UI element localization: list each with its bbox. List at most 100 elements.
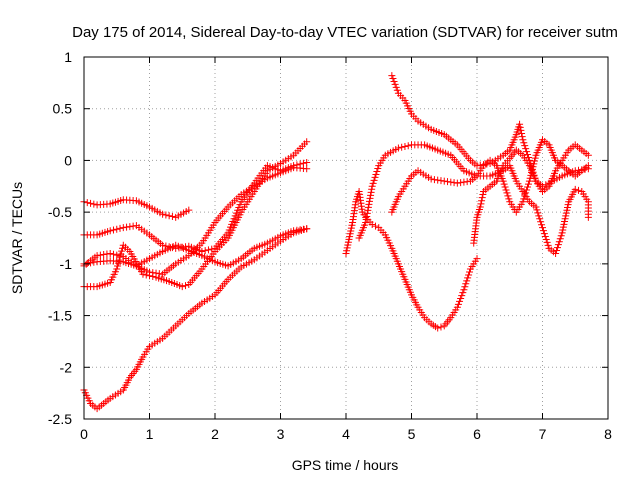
data-point-marker <box>182 282 190 290</box>
data-point-marker <box>477 200 485 208</box>
data-point-marker <box>460 286 468 294</box>
data-markers <box>80 72 592 413</box>
data-point-marker <box>371 173 379 181</box>
data-point-marker <box>462 280 470 288</box>
data-point-marker <box>434 176 442 184</box>
y-tick-label: 0 <box>64 152 72 168</box>
data-point-marker <box>178 283 186 291</box>
data-point-marker <box>538 221 546 229</box>
data-point-marker <box>463 178 471 186</box>
data-point-marker <box>365 200 373 208</box>
data-point-marker <box>369 179 377 187</box>
data-point-marker <box>365 197 373 205</box>
x-tick-label: 2 <box>211 426 219 442</box>
data-point-marker <box>542 235 550 243</box>
y-tick-label: -0.5 <box>48 204 72 220</box>
data-point-marker <box>541 233 549 241</box>
data-point-marker <box>478 194 486 202</box>
data-point-marker <box>531 154 539 162</box>
data-point-marker <box>444 178 452 186</box>
x-tick-label: 4 <box>342 426 350 442</box>
data-point-marker <box>437 177 445 185</box>
y-tick-label: 0.5 <box>53 101 73 117</box>
data-point-marker <box>398 143 406 151</box>
data-point-marker <box>364 206 372 214</box>
data-point-marker <box>522 189 530 197</box>
data-point-marker <box>146 272 153 280</box>
data-point-marker <box>303 158 311 166</box>
data-point-marker <box>404 142 412 150</box>
series-arc-f <box>80 225 311 413</box>
data-point-marker <box>126 223 134 231</box>
data-point-marker <box>391 80 399 88</box>
plot-grid <box>84 57 608 419</box>
data-point-marker <box>368 221 376 229</box>
data-point-marker <box>458 292 466 300</box>
data-point-marker <box>392 83 400 91</box>
data-point-marker <box>543 238 551 246</box>
data-point-marker <box>447 178 455 186</box>
data-point-marker <box>542 181 550 189</box>
data-point-marker <box>519 198 527 206</box>
data-point-marker <box>440 177 448 185</box>
data-point-marker <box>87 199 95 207</box>
data-point-marker <box>109 250 117 258</box>
data-point-marker <box>394 144 402 152</box>
data-point-marker <box>584 213 592 221</box>
data-point-marker <box>499 177 507 185</box>
series-arc-a <box>80 196 193 221</box>
data-point-marker <box>370 176 378 184</box>
series-arc-c <box>80 164 311 278</box>
data-point-marker <box>453 179 461 187</box>
data-point-marker <box>116 252 124 260</box>
data-point-marker <box>119 224 127 232</box>
data-point-marker <box>518 133 526 141</box>
data-point-marker <box>103 250 111 258</box>
x-axis-label: GPS time / hours <box>292 457 399 473</box>
data-point-marker <box>388 72 396 80</box>
data-point-marker <box>479 191 487 199</box>
data-point-marker <box>461 283 469 291</box>
data-point-marker <box>129 222 137 230</box>
data-point-marker <box>473 255 481 263</box>
data-point-marker <box>201 247 209 255</box>
x-tick-label: 1 <box>146 426 154 442</box>
data-point-marker <box>303 165 311 173</box>
y-tick-label: -1 <box>60 256 73 272</box>
data-point-marker <box>502 186 510 194</box>
data-point-marker <box>557 232 565 240</box>
data-point-marker <box>90 200 98 208</box>
data-point-marker <box>149 273 157 281</box>
data-point-marker <box>453 303 461 311</box>
data-point-marker <box>185 206 193 214</box>
data-point-marker <box>555 238 563 246</box>
data-point-marker <box>390 77 398 85</box>
data-point-marker <box>501 183 509 191</box>
data-point-marker <box>575 186 583 194</box>
series-arc-j <box>388 136 592 216</box>
data-point-marker <box>539 227 547 235</box>
data-point-marker <box>530 157 538 165</box>
data-point-marker <box>367 191 375 199</box>
y-tick-label: -2.5 <box>48 411 72 427</box>
y-tick-label: -2 <box>60 359 73 375</box>
data-point-marker <box>521 192 529 200</box>
data-point-marker <box>303 138 311 146</box>
data-point-marker <box>106 250 114 258</box>
data-point-marker <box>368 182 376 190</box>
data-point-marker <box>165 212 173 220</box>
data-point-marker <box>544 241 552 249</box>
series-arc-i <box>342 187 481 332</box>
data-point-marker <box>401 142 409 150</box>
data-point-marker <box>457 295 465 303</box>
data-point-marker <box>459 289 467 297</box>
data-point-marker <box>520 139 528 147</box>
data-point-marker <box>521 142 529 150</box>
series-arc-e <box>80 225 311 270</box>
data-point-marker <box>162 211 170 219</box>
data-point-marker <box>505 195 513 203</box>
data-point-marker <box>478 197 486 205</box>
data-point-marker <box>535 212 543 220</box>
data-point-marker <box>524 183 532 191</box>
